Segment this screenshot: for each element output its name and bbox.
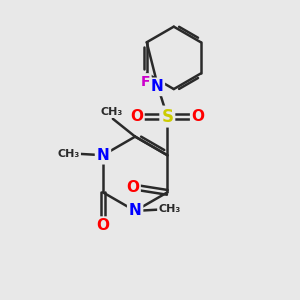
Text: CH₃: CH₃	[57, 149, 80, 159]
Text: F: F	[140, 75, 150, 89]
Text: N: N	[129, 203, 142, 218]
Text: O: O	[126, 180, 139, 195]
Text: CH₃: CH₃	[100, 107, 122, 117]
Text: CH₃: CH₃	[158, 204, 181, 214]
Text: N: N	[151, 79, 163, 94]
Text: N: N	[97, 148, 109, 163]
Text: O: O	[192, 109, 205, 124]
Text: S: S	[161, 108, 173, 126]
Text: O: O	[97, 218, 110, 233]
Text: H: H	[140, 79, 151, 92]
Text: O: O	[130, 109, 143, 124]
